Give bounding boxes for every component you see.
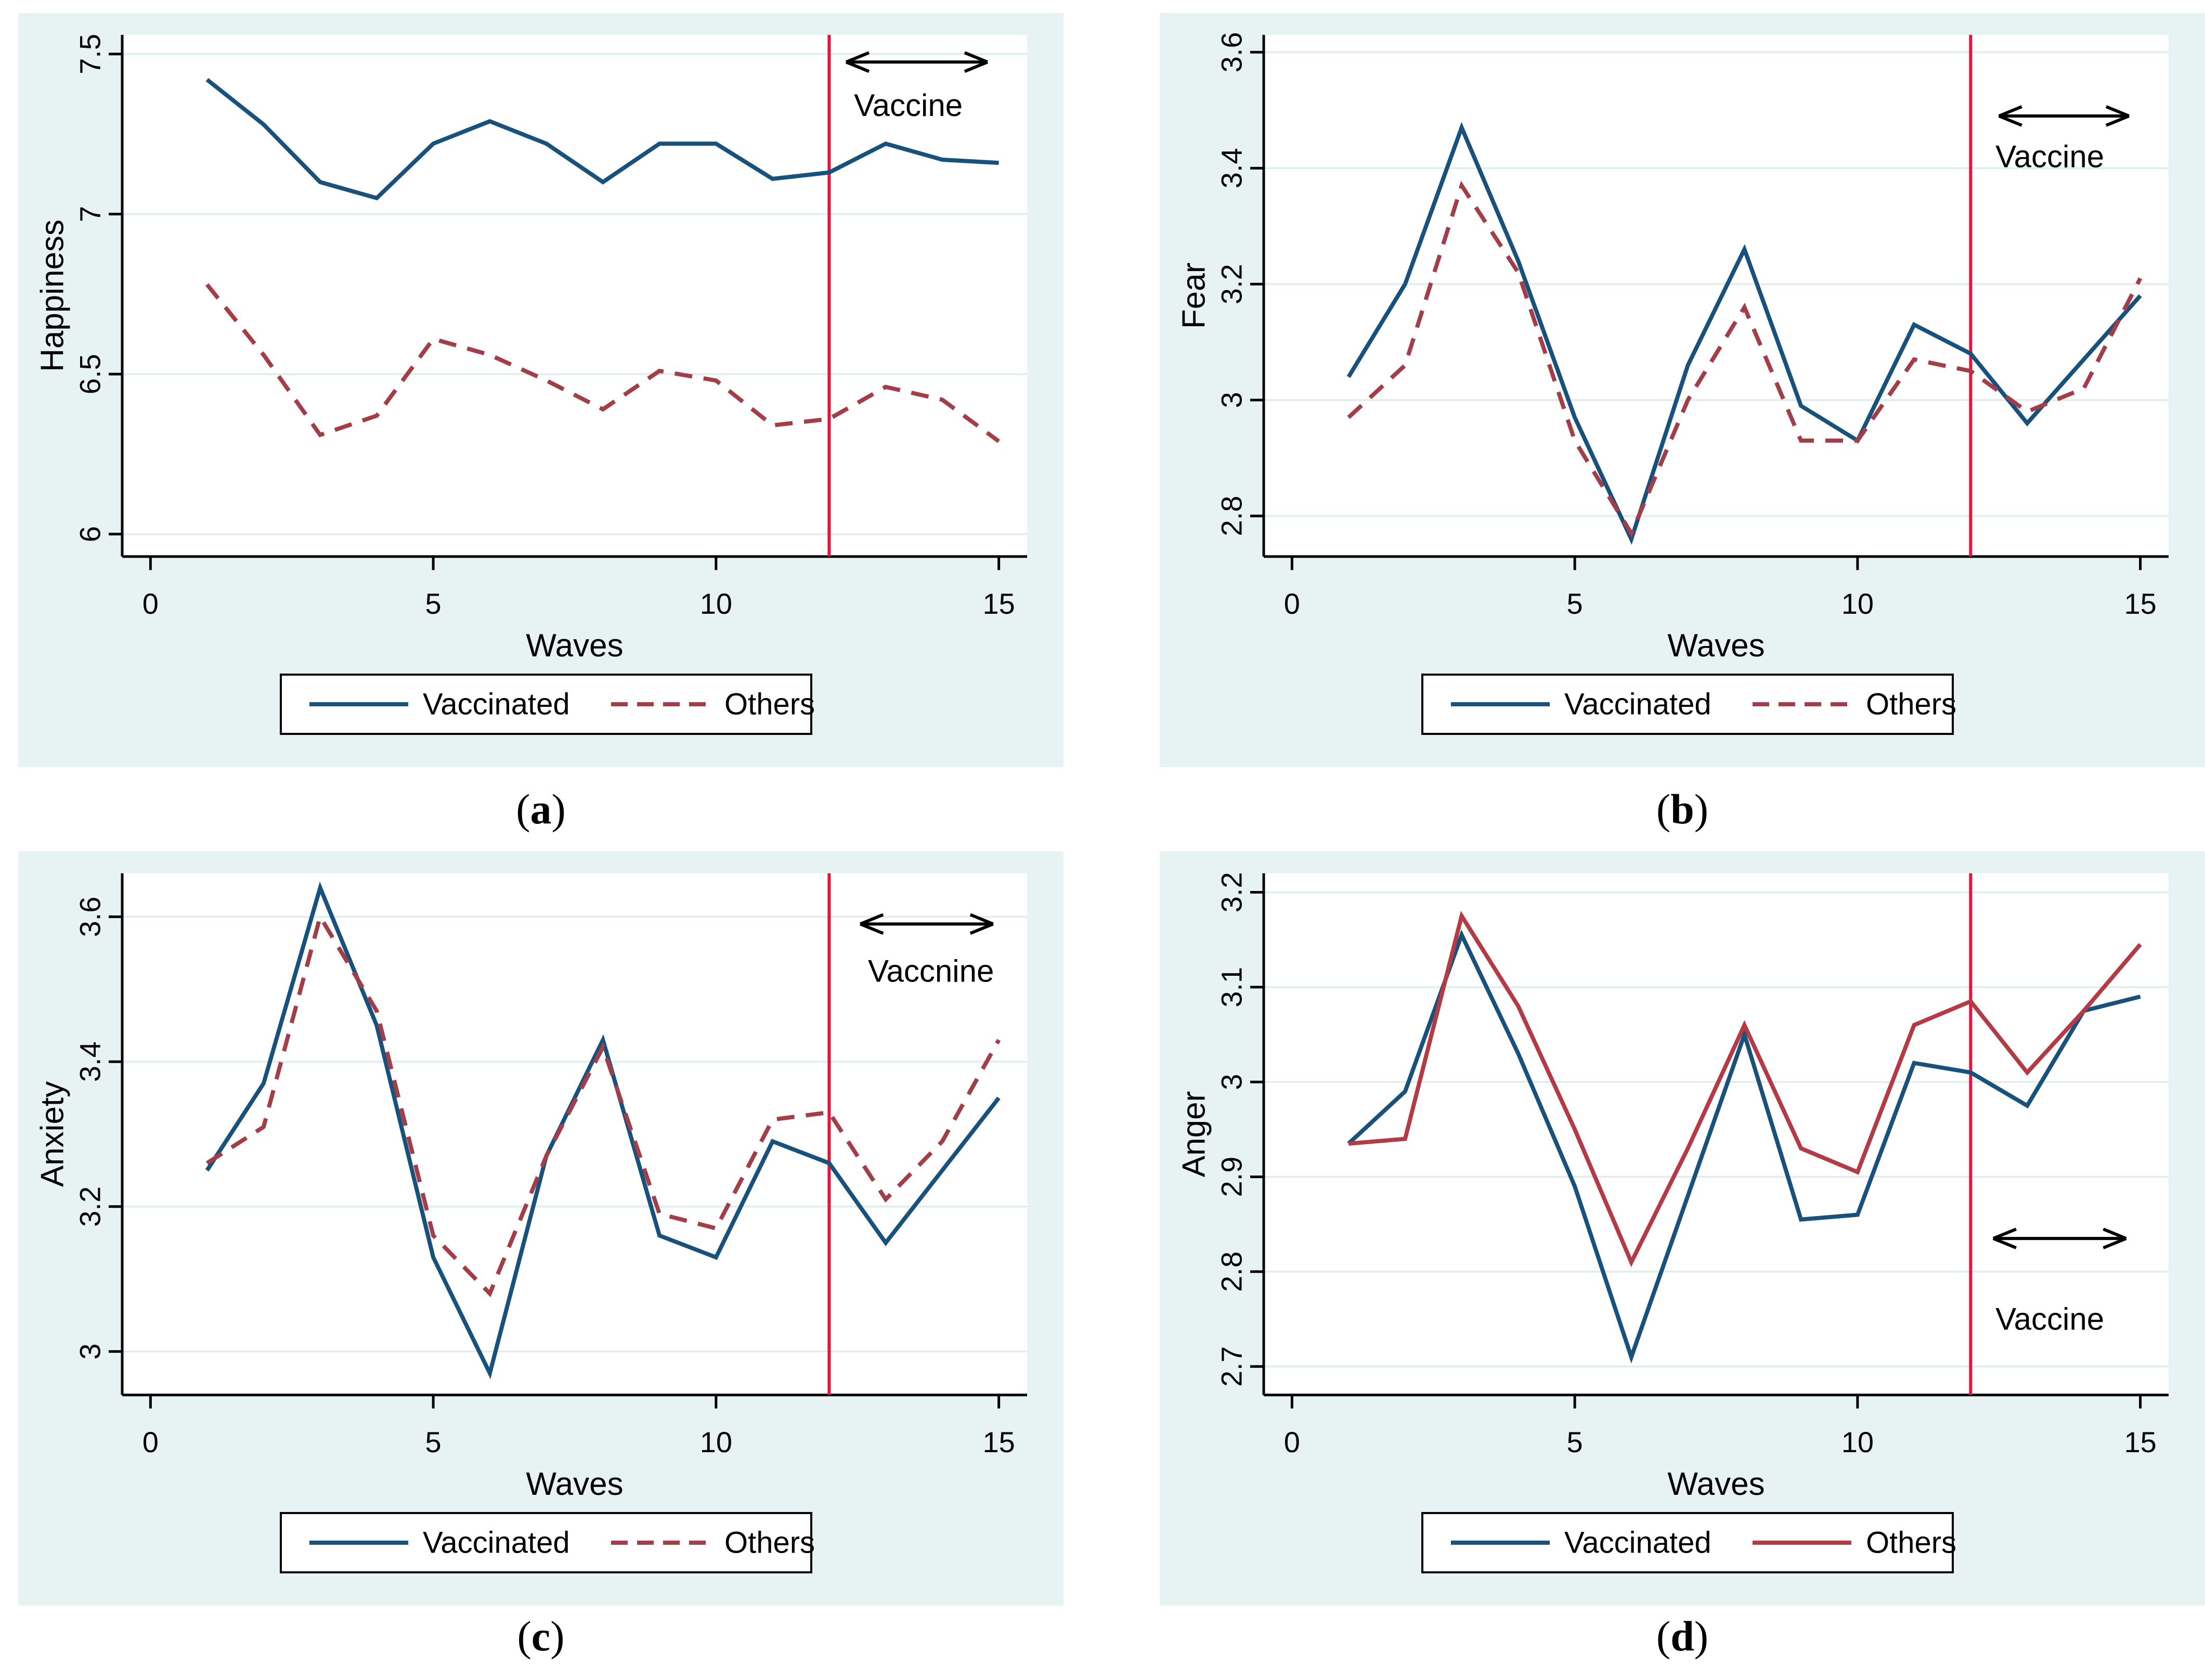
legend-label-vaccinated: Vaccinated bbox=[1564, 688, 1711, 721]
caption-paren-open: ( bbox=[517, 1612, 531, 1660]
x-tick-label: 15 bbox=[982, 1426, 1015, 1458]
caption-paren-close: ) bbox=[1694, 785, 1709, 833]
y-tick-label: 3.6 bbox=[74, 897, 107, 937]
caption-paren-open: ( bbox=[516, 785, 530, 833]
vaccine-period-arrow-icon bbox=[860, 913, 994, 935]
caption-paren-open: ( bbox=[1656, 1612, 1671, 1660]
series-line-vaccinated bbox=[205, 78, 999, 201]
y-tick-label: 3 bbox=[1215, 392, 1248, 408]
legend-label-others: Others bbox=[724, 1526, 815, 1560]
panel-b-fear: 2.8 3 3.2 3.4 3.6 0 5 10 15 Fear Waves Vaccine Vacci… bbox=[1160, 13, 2205, 767]
x-tick-label: 5 bbox=[425, 587, 442, 620]
series-line-others bbox=[205, 283, 1000, 443]
vaccine-annotation-label: Vaccine bbox=[854, 88, 963, 123]
series-line-others bbox=[1348, 911, 2142, 1268]
caption-paren-close: ) bbox=[1694, 1612, 1709, 1660]
y-tick-label: 7.5 bbox=[74, 34, 107, 74]
vaccine-annotation-label: Vaccine bbox=[1995, 139, 2104, 174]
y-axis-title: Anxiety bbox=[35, 1081, 71, 1187]
caption-b: (b) bbox=[1160, 767, 2205, 851]
legend-label-vaccinated: Vaccinated bbox=[423, 1526, 570, 1560]
caption-paren-open: ( bbox=[1656, 785, 1671, 833]
legend-label-others: Others bbox=[1866, 1526, 1956, 1560]
vaccine-annotation-label: Vaccine bbox=[1995, 1302, 2104, 1337]
y-tick-label: 3.4 bbox=[74, 1041, 107, 1082]
y-tick-label: 2.8 bbox=[1215, 496, 1248, 536]
y-tick-label: 3.1 bbox=[1215, 967, 1248, 1007]
legend: Vaccinated Others bbox=[1421, 674, 1956, 735]
caption-letter-c: c bbox=[531, 1612, 551, 1660]
x-axis-title: Waves bbox=[526, 628, 623, 664]
x-tick-label: 0 bbox=[142, 1426, 159, 1458]
caption-letter-b: b bbox=[1670, 785, 1694, 833]
y-tick-label: 3.2 bbox=[1215, 264, 1248, 304]
x-tick-label: 15 bbox=[982, 587, 1015, 620]
y-tick-label: 6.5 bbox=[74, 354, 107, 394]
x-tick-label: 0 bbox=[142, 587, 159, 620]
x-tick-label: 10 bbox=[1841, 1426, 1874, 1458]
plot-area bbox=[1264, 35, 2169, 557]
x-tick-label: 0 bbox=[1284, 587, 1300, 620]
caption-a: (a) bbox=[18, 767, 1063, 851]
caption-d: (d) bbox=[1160, 1606, 2205, 1667]
y-tick-label: 3.6 bbox=[1215, 32, 1248, 73]
x-axis-title: Waves bbox=[526, 1466, 623, 1502]
y-tick-label: 3 bbox=[1215, 1074, 1248, 1090]
series-line-vaccinated bbox=[205, 881, 1001, 1379]
y-axis-title: Fear bbox=[1176, 263, 1212, 329]
x-tick-label: 5 bbox=[425, 1426, 442, 1458]
legend: Vaccinated Others bbox=[280, 674, 815, 735]
x-tick-label: 10 bbox=[1841, 587, 1874, 620]
panel-c-anxiety: 3 3.2 3.4 3.6 0 5 10 15 Anxiety Waves Vaccnine Vacc… bbox=[18, 851, 1063, 1606]
caption-paren-close: ) bbox=[550, 1612, 565, 1660]
y-tick-label: 3.2 bbox=[1215, 872, 1248, 913]
y-tick-label: 3 bbox=[74, 1343, 107, 1360]
vaccine-period-arrow-icon bbox=[1998, 105, 2130, 127]
x-tick-label: 10 bbox=[700, 587, 732, 620]
y-axis-title: Happiness bbox=[35, 219, 71, 372]
x-axis-title: Waves bbox=[1667, 1466, 1765, 1502]
anger-line-chart: 2.7 2.8 2.9 3 3.1 3.2 0 5 10 15 Anger Waves Vaccine V… bbox=[1160, 851, 2205, 1606]
x-tick-label: 5 bbox=[1567, 587, 1583, 620]
y-tick-label: 2.7 bbox=[1215, 1346, 1248, 1387]
caption-letter-a: a bbox=[530, 785, 552, 833]
legend-label-others: Others bbox=[1866, 688, 1956, 721]
x-tick-label: 10 bbox=[700, 1426, 732, 1458]
fear-line-chart: 2.8 3 3.2 3.4 3.6 0 5 10 15 Fear Waves Vaccine Vacci… bbox=[1160, 13, 2205, 767]
series-line-others bbox=[205, 911, 1001, 1298]
plot-area bbox=[1264, 873, 2169, 1395]
x-tick-label: 0 bbox=[1284, 1426, 1300, 1458]
y-axis-title: Anger bbox=[1176, 1091, 1212, 1177]
panel-d-anger: 2.7 2.8 2.9 3 3.1 3.2 0 5 10 15 Anger Waves Vaccine V… bbox=[1160, 851, 2205, 1606]
series-line-vaccinated bbox=[1347, 929, 2141, 1364]
legend: Vaccinated Others bbox=[280, 1512, 815, 1573]
caption-letter-d: d bbox=[1670, 1612, 1694, 1660]
caption-c: (c) bbox=[18, 1606, 1063, 1667]
x-tick-label: 15 bbox=[2124, 587, 2156, 620]
legend: Vaccinated Others bbox=[1421, 1512, 1956, 1573]
y-tick-label: 2.8 bbox=[1215, 1251, 1248, 1292]
legend-label-vaccinated: Vaccinated bbox=[1564, 1526, 1711, 1560]
legend-label-others: Others bbox=[724, 688, 815, 721]
x-axis-title: Waves bbox=[1667, 628, 1765, 664]
vaccine-period-arrow-icon bbox=[1992, 1227, 2127, 1249]
series-line-others bbox=[1347, 180, 2143, 538]
y-tick-label: 3.4 bbox=[1215, 148, 1248, 188]
y-tick-label: 2.9 bbox=[1215, 1157, 1248, 1197]
caption-paren-close: ) bbox=[551, 785, 566, 833]
plot-area bbox=[122, 35, 1027, 557]
happiness-line-chart: 6 6.5 7 7.5 0 5 10 15 Happiness Waves Vaccine Vacci… bbox=[18, 13, 1063, 767]
x-tick-label: 15 bbox=[2124, 1426, 2156, 1458]
y-tick-label: 6 bbox=[74, 526, 107, 542]
y-tick-label: 7 bbox=[74, 206, 107, 222]
plot-area bbox=[122, 873, 1027, 1395]
vaccine-period-arrow-icon bbox=[845, 51, 989, 73]
vaccine-annotation-label: Vaccnine bbox=[868, 954, 994, 989]
legend-label-vaccinated: Vaccinated bbox=[423, 688, 570, 721]
x-tick-label: 5 bbox=[1567, 1426, 1583, 1458]
y-tick-label: 3.2 bbox=[74, 1186, 107, 1227]
panel-a-happiness: 6 6.5 7 7.5 0 5 10 15 Happiness Waves Vaccine Vacci… bbox=[18, 13, 1063, 767]
anxiety-line-chart: 3 3.2 3.4 3.6 0 5 10 15 Anxiety Waves Vaccnine Vacc… bbox=[18, 851, 1063, 1606]
